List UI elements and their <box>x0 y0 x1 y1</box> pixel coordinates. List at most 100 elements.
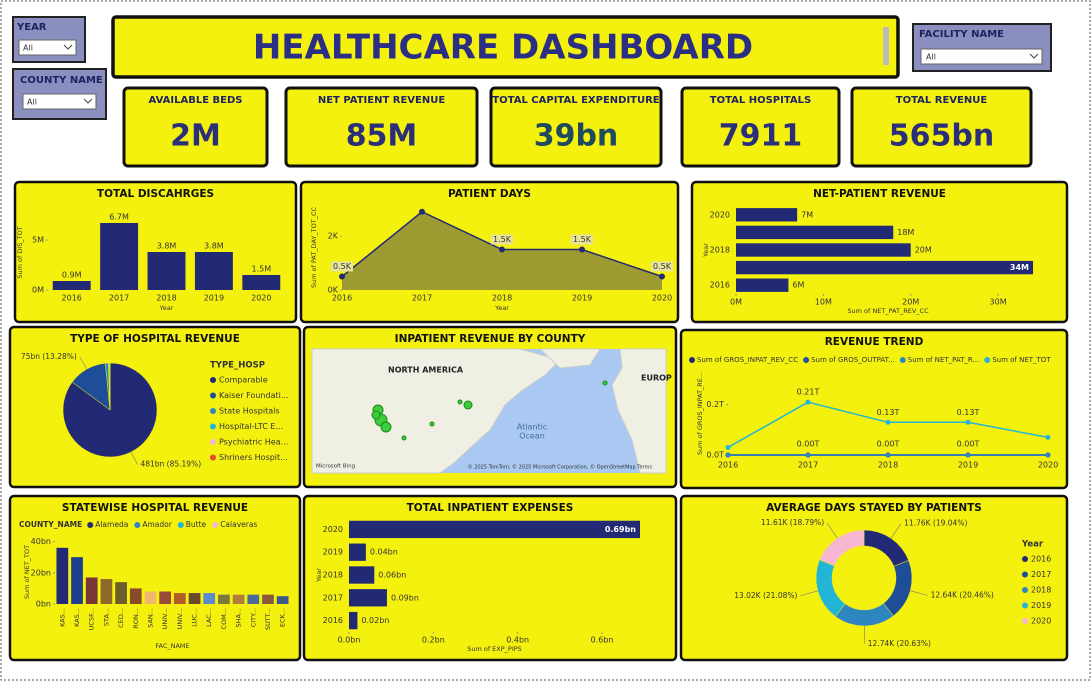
county-slicer[interactable]: COUNTY NAME All <box>12 68 107 120</box>
kpi-card <box>489 86 663 168</box>
map-marker[interactable] <box>429 421 435 427</box>
y-tick-label: 2019 <box>323 548 343 557</box>
kpi-value: 565bn <box>889 119 994 154</box>
map-marker[interactable] <box>401 435 407 441</box>
legend-title: Year <box>1021 540 1044 550</box>
data-label-bg <box>651 261 673 272</box>
data-label: 0.5K <box>333 262 352 271</box>
kpi-card <box>680 86 841 168</box>
slicer-label: COUNTY NAME <box>20 75 103 86</box>
y-tick-label: 2020 <box>710 210 730 219</box>
data-label: 20M <box>915 246 932 255</box>
dropdown[interactable] <box>18 39 77 56</box>
dropdown[interactable] <box>22 93 97 110</box>
data-label: 0.13T <box>957 408 980 417</box>
data-label: 0.06bn <box>378 571 406 580</box>
dropdown[interactable] <box>920 48 1043 65</box>
x-tick-label: 2017 <box>109 294 129 303</box>
x-tick-label: KAS... <box>73 608 81 627</box>
kpi-card <box>122 86 269 168</box>
data-label: 1.5K <box>493 235 512 244</box>
x-tick-label: 2020 <box>251 294 271 303</box>
data-label: 0.02bn <box>361 616 389 625</box>
point <box>725 444 731 450</box>
map-marker[interactable] <box>602 380 608 386</box>
map-marker[interactable] <box>463 400 473 410</box>
legend-label: Sum of NET_TOT <box>992 356 1051 364</box>
point <box>579 246 585 253</box>
x-tick-label: LUC... <box>191 608 199 627</box>
chart-panel <box>8 494 302 662</box>
map-label: Atlantic <box>517 423 547 432</box>
x-tick-label: UNIV... <box>161 608 169 629</box>
x-tick-label: RON... <box>132 608 140 629</box>
kpi-label: TOTAL HOSPITALS <box>710 95 811 106</box>
point <box>419 208 425 215</box>
panel-title: INPATIENT REVENUE BY COUNTY <box>395 333 586 345</box>
legend-label: 2020 <box>1031 617 1051 626</box>
map-label: EUROP <box>641 374 672 383</box>
y-tick-label: 2020 <box>323 525 343 534</box>
legend-title: COUNTY_NAME <box>19 520 82 529</box>
bar <box>736 260 1034 275</box>
kpi-value: 39bn <box>534 119 619 154</box>
y-axis-label: Sum of NET_TOT <box>23 545 31 599</box>
y-tick-label: 0.0T <box>706 451 724 460</box>
point <box>885 419 891 425</box>
x-axis-label: Sum of NET_PAT_REV_CC <box>847 307 929 315</box>
legend-label: Butte <box>186 520 207 529</box>
year-slicer[interactable]: YEAR All <box>12 16 86 63</box>
data-label: 34M <box>1010 263 1029 272</box>
legend-label: 2017 <box>1031 570 1051 579</box>
bar <box>159 591 172 604</box>
data-label: 0.9M <box>62 271 82 280</box>
bar <box>100 223 139 290</box>
bar <box>129 588 142 604</box>
bar <box>349 520 640 539</box>
chart-title: NET-PATIENT REVENUE <box>813 188 946 200</box>
x-axis-label: Year <box>159 304 174 312</box>
kpi-label: TOTAL CAPITAL EXPENDITURE <box>492 95 659 106</box>
kpi-card <box>850 86 1033 168</box>
x-tick-label: STA... <box>102 608 110 626</box>
legend-swatch <box>899 357 906 363</box>
x-tick-label: COM... <box>220 608 228 629</box>
x-tick-label: 2018 <box>492 294 512 303</box>
chart-title: PATIENT DAYS <box>448 188 531 200</box>
map-marker[interactable] <box>371 410 381 420</box>
legend-label: Sum of GROS_OUTPAT... <box>811 356 895 364</box>
data-label: 0.69bn <box>605 525 636 534</box>
data-label: 11.76K (19.04%) <box>904 518 967 527</box>
slicer-label: FACILITY NAME <box>919 29 1004 40</box>
bar <box>115 582 127 604</box>
leader-line <box>130 451 138 465</box>
x-tick-label: UNIV... <box>176 608 184 629</box>
x-tick-label: 0.6bn <box>591 636 614 645</box>
x-axis-label: Year <box>494 304 509 312</box>
y-tick-label: 0bn <box>36 600 51 609</box>
data-label: 12.64K (20.46%) <box>931 590 994 599</box>
y-tick-label: 2K <box>328 232 339 241</box>
map-marker[interactable] <box>457 399 463 405</box>
y-axis-label: Sum of PAT_DAY_TOT_CC <box>310 207 318 289</box>
dropdown-value: All <box>926 53 936 62</box>
y-tick-label: 2018 <box>323 571 343 580</box>
data-label: 0.21T <box>797 388 820 397</box>
leader-line <box>910 590 928 596</box>
leader-line <box>827 523 838 539</box>
chevron <box>63 44 73 50</box>
data-label: 481bn (85.19%) <box>140 459 201 468</box>
legend-label: Kaiser Foundati... <box>219 391 288 400</box>
legend-label: Sum of NET_PAT_R... <box>908 356 979 364</box>
facility-slicer[interactable]: FACILITY NAME All <box>912 23 1052 72</box>
y-tick-label: 20bn <box>31 568 51 577</box>
map-label: Ocean <box>519 432 545 441</box>
map-marker[interactable] <box>380 421 392 433</box>
bar <box>736 278 789 292</box>
x-tick-label: 0.2bn <box>422 636 445 645</box>
legend-swatch <box>210 408 216 414</box>
bar <box>349 543 366 561</box>
legend-swatch <box>803 357 810 363</box>
legend-swatch <box>134 522 141 528</box>
